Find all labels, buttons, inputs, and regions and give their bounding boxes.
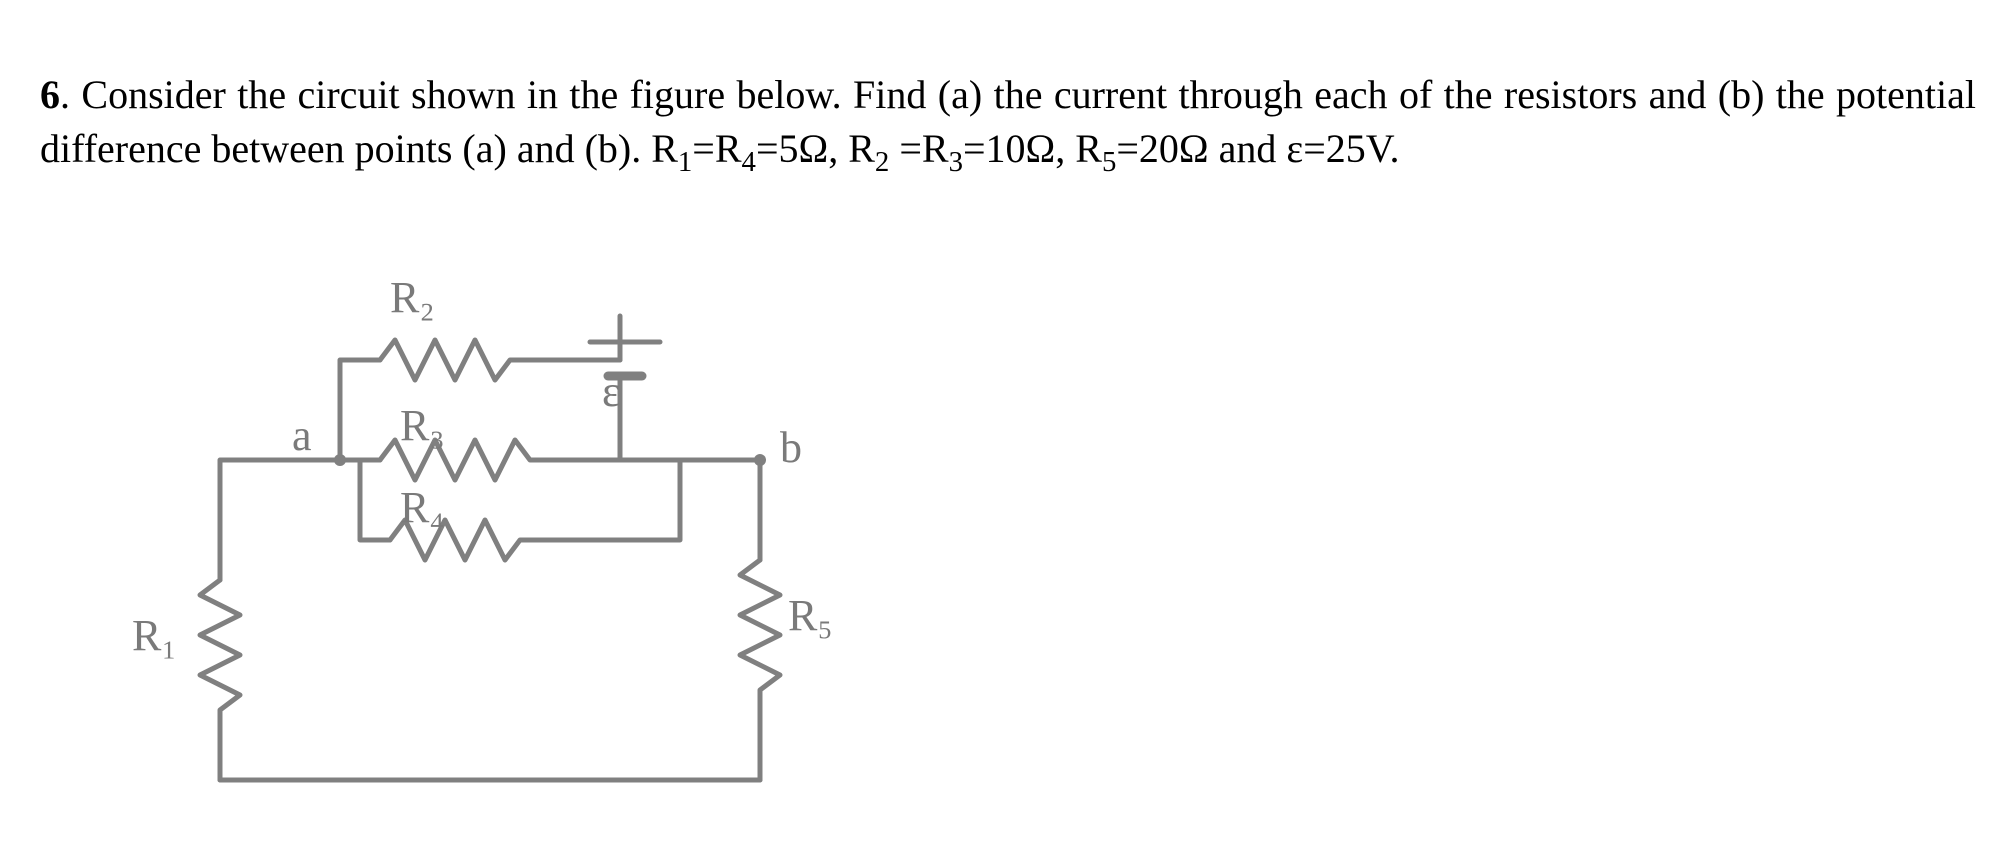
label-r4: R₄ bbox=[400, 482, 445, 533]
label-r1: R₁ bbox=[132, 610, 177, 661]
wire-a-up bbox=[340, 360, 380, 460]
resistor-r2 bbox=[380, 340, 550, 380]
label-emf: ε bbox=[602, 366, 620, 417]
resistor-r1 bbox=[200, 580, 240, 780]
wire-r4-up bbox=[620, 460, 680, 540]
resistor-r5 bbox=[740, 560, 780, 780]
circuit-svg bbox=[120, 280, 1000, 840]
label-b: b bbox=[780, 422, 802, 473]
label-r2: R₂ bbox=[390, 272, 435, 323]
label-r5: R₅ bbox=[788, 590, 833, 641]
problem-number: 6 bbox=[40, 72, 60, 117]
label-r3: R₃ bbox=[400, 400, 445, 451]
problem-statement: 6. Consider the circuit shown in the fig… bbox=[40, 68, 1976, 182]
wire-a-left bbox=[220, 460, 340, 580]
wire-batt-to-b bbox=[620, 376, 680, 460]
wire-a-down-r4 bbox=[360, 460, 390, 540]
circuit-figure: R₂ ε a b R₃ R₄ R₁ R₅ bbox=[120, 280, 1000, 840]
label-a: a bbox=[292, 410, 312, 461]
